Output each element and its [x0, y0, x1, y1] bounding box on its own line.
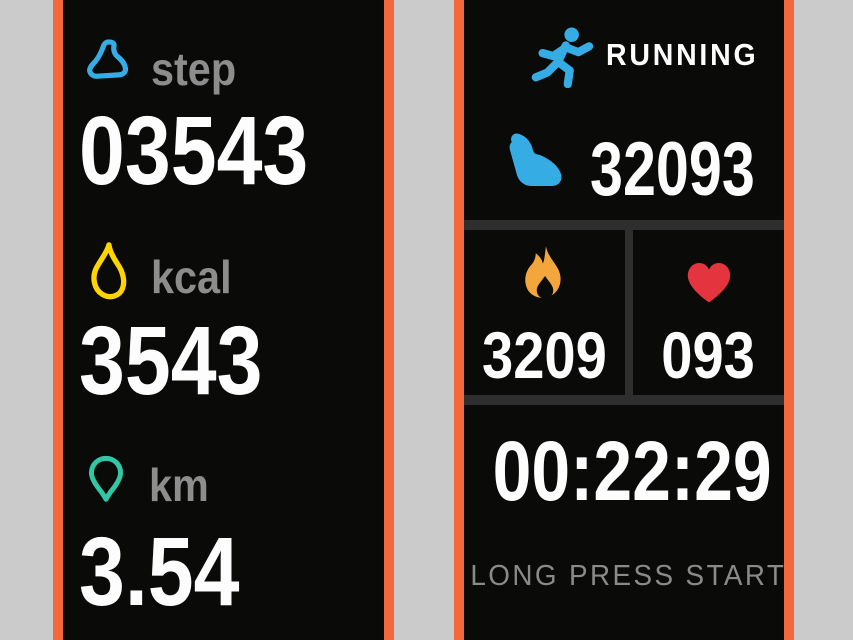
shoe-outline-icon: [82, 35, 134, 87]
flame-filled-icon: [512, 238, 578, 316]
heart-rate-value: 093: [661, 318, 756, 392]
overview-screen[interactable]: step 03543 kcal 3543 km 3.54: [63, 0, 384, 640]
flame-outline-icon: [87, 241, 127, 303]
runner-icon: [526, 26, 596, 88]
metric-value: 03543: [79, 96, 309, 205]
steps-value: 32093: [590, 127, 755, 212]
heart-rate-panel: 093: [633, 230, 784, 395]
hint-label: LONG PRESS START: [470, 560, 787, 592]
timer-panel[interactable]: 00:22:29 LONG PRESS START: [464, 405, 784, 640]
heart-icon: [679, 251, 739, 307]
divider-bottom: [464, 395, 784, 405]
calories-panel: 3209: [464, 230, 625, 395]
band-left-bezel: step 03543 kcal 3543 km 3.54: [53, 0, 394, 640]
shoe-filled-icon: [501, 128, 571, 198]
divider-top: [464, 220, 784, 230]
pin-outline-icon: [86, 454, 126, 510]
metric-label: km: [149, 459, 209, 511]
timer-value: 00:22:29: [492, 424, 772, 518]
mode-label: RUNNING: [606, 37, 759, 72]
divider-vertical: [625, 230, 633, 395]
band-right-bezel: RUNNING 32093: [454, 0, 794, 640]
running-top-panel: RUNNING 32093: [464, 0, 784, 220]
calories-value: 3209: [482, 318, 607, 392]
metric-label: kcal: [151, 251, 232, 303]
metric-value: 3.54: [79, 517, 240, 626]
metric-label: step: [151, 43, 237, 95]
metric-value: 3543: [79, 306, 263, 415]
running-screen[interactable]: RUNNING 32093: [464, 0, 784, 640]
